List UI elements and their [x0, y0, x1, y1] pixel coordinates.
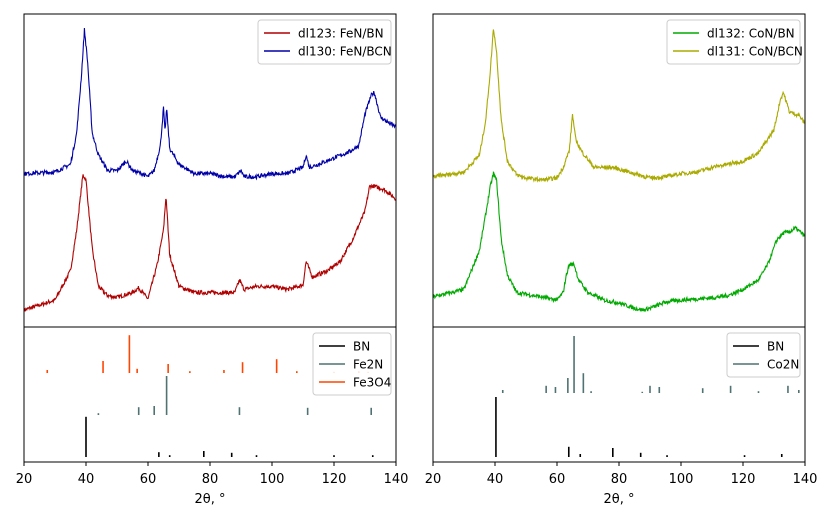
- legend-box: [312, 332, 392, 396]
- legend-label: dl130: FeN/BCN: [298, 45, 392, 59]
- x-tick-label: 140: [384, 472, 409, 487]
- series-line-0: [432, 170, 806, 313]
- legend: dl123: FeN/BN dl130: FeN/BCN: [257, 19, 392, 65]
- x-tick-label: 20: [425, 472, 442, 487]
- x-tick-label: 100: [260, 472, 285, 487]
- series-line-0: [23, 174, 396, 313]
- x-tick-label: 120: [322, 472, 347, 487]
- x-tick-label: 80: [202, 472, 219, 487]
- x-tick-label: 20: [16, 472, 33, 487]
- legend-box: [666, 19, 801, 65]
- legend-label: Fe3O4: [353, 376, 391, 390]
- top-right-plot: dl132: CoN/BN dl131: CoN/BCN: [432, 13, 806, 328]
- axes-frame: [432, 326, 806, 463]
- x-tick-label: 100: [669, 472, 694, 487]
- series-line-1: [432, 29, 806, 183]
- x-axis-label-right: 2θ, °: [604, 492, 635, 507]
- legend-label: Co2N: [767, 358, 799, 372]
- legend-box: [257, 19, 392, 65]
- legend-label: dl131: CoN/BCN: [707, 45, 803, 59]
- x-tick-label: 40: [487, 472, 504, 487]
- legend: BN Fe2N Fe3O4: [312, 332, 392, 396]
- series-line-1: [23, 27, 397, 181]
- legend-label: dl123: FeN/BN: [298, 27, 384, 41]
- legend-label: BN: [353, 340, 370, 354]
- x-tick-label: 140: [793, 472, 818, 487]
- x-tick-label: 80: [611, 472, 628, 487]
- axes-frame: [23, 326, 397, 463]
- legend-label: Fe2N: [353, 358, 383, 372]
- bottom-right-plot: 20 40 60 80 100 120 140 BN Co2N: [425, 326, 818, 487]
- bottom-left-plot: 20 40 60 80 100 120 140 BN Fe2N Fe3O4: [16, 326, 409, 487]
- legend: BN Co2N: [726, 332, 801, 378]
- legend-box: [726, 332, 801, 378]
- legend-label: BN: [767, 340, 784, 354]
- legend: dl132: CoN/BN dl131: CoN/BCN: [666, 19, 803, 65]
- x-axis-label-left: 2θ, °: [195, 492, 226, 507]
- x-tick-label: 60: [140, 472, 157, 487]
- x-tick-label: 120: [731, 472, 756, 487]
- top-left-plot: dl123: FeN/BN dl130: FeN/BCN: [23, 13, 397, 328]
- legend-label: dl132: CoN/BN: [707, 27, 795, 41]
- x-tick-label: 60: [549, 472, 566, 487]
- x-tick-label: 40: [78, 472, 95, 487]
